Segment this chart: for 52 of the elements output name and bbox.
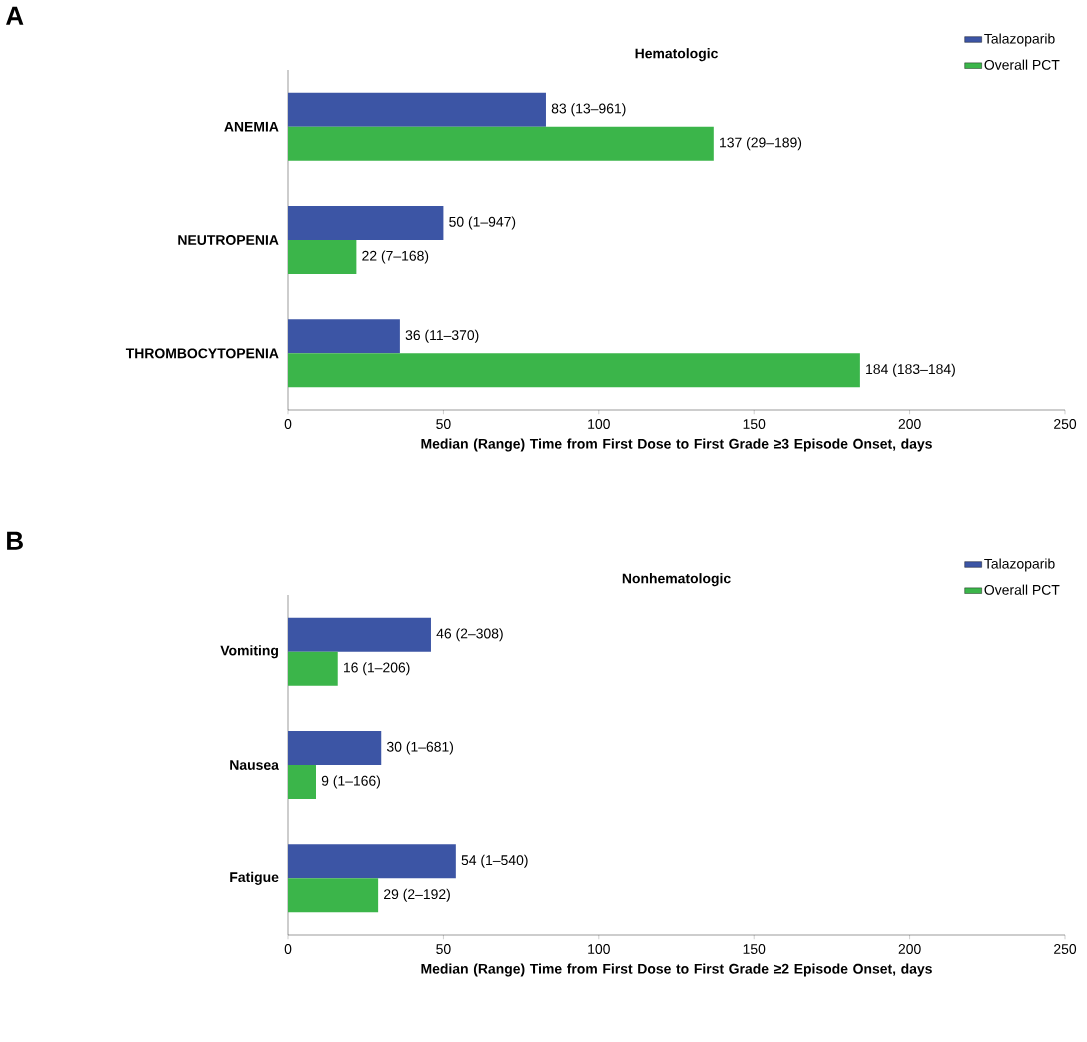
x-axis-title: Median (Range) Time from First Dose to First Grade ≥2 Episode Onset, days [421,963,932,977]
bar [288,844,456,879]
data-label: 29 (2–192) [384,888,450,902]
bar [288,240,357,275]
x-tick-label: 100 [588,944,610,954]
bar [288,126,714,161]
x-tick-label: 200 [898,419,921,429]
y-tick-label: Fatigue [230,871,279,885]
x-tick-label: 250 [1054,944,1077,954]
data-label: 184 (183–184) [866,363,955,377]
bar [288,731,382,766]
bar [288,353,860,388]
x-tick-label: 0 [284,419,292,429]
bar [288,617,431,652]
x-tick-label: 200 [898,944,921,954]
data-label: 83 (13–961) [551,103,626,117]
bar [288,92,546,127]
bar [288,651,338,686]
chart-title: Nonhematologic [622,573,731,587]
text: A [6,6,24,25]
data-label: 36 (11–370) [405,329,479,343]
y-tick-label: ANEMIA [224,121,279,132]
x-tick-label: 150 [743,944,766,954]
y-tick-label: THROMBOCYTOPENIA [125,348,279,359]
data-label: 54 (1–540) [461,854,528,868]
data-label: 9 (1–166) [321,775,380,789]
y-tick-label: Nausea [230,760,279,770]
x-tick-label: 150 [743,419,766,429]
x-tick-label: 50 [436,944,451,954]
bar [288,319,400,354]
legend-label: Talazoparib [984,558,1055,572]
data-label: 30 (1–681) [386,741,454,755]
data-label: 22 (7–168) [362,250,429,264]
bar [288,206,444,241]
x-tick-label: 50 [436,419,451,429]
legend-label: Overall PCT [984,584,1060,595]
legend-label: Overall PCT [984,59,1060,70]
y-tick-label: NEUTROPENIA [178,235,279,245]
x-axis-title: Median (Range) Time from First Dose to First Grade ≥3 Episode Onset, days [421,438,932,452]
bar [288,878,379,913]
data-label: 50 (1–947) [449,216,516,230]
data-label: 46 (2–308) [436,628,503,642]
data-label: 16 (1–206) [344,662,410,676]
x-tick-label: 100 [588,419,610,429]
x-tick-label: 0 [284,944,292,954]
bar [288,765,316,800]
data-label: 137 (29–189) [720,137,802,151]
chart-title: Hematologic [635,48,718,62]
legend-label: Talazoparib [984,33,1055,47]
y-tick-label: Vomiting [220,645,278,659]
x-tick-label: 250 [1054,419,1077,429]
text: B [7,531,23,550]
